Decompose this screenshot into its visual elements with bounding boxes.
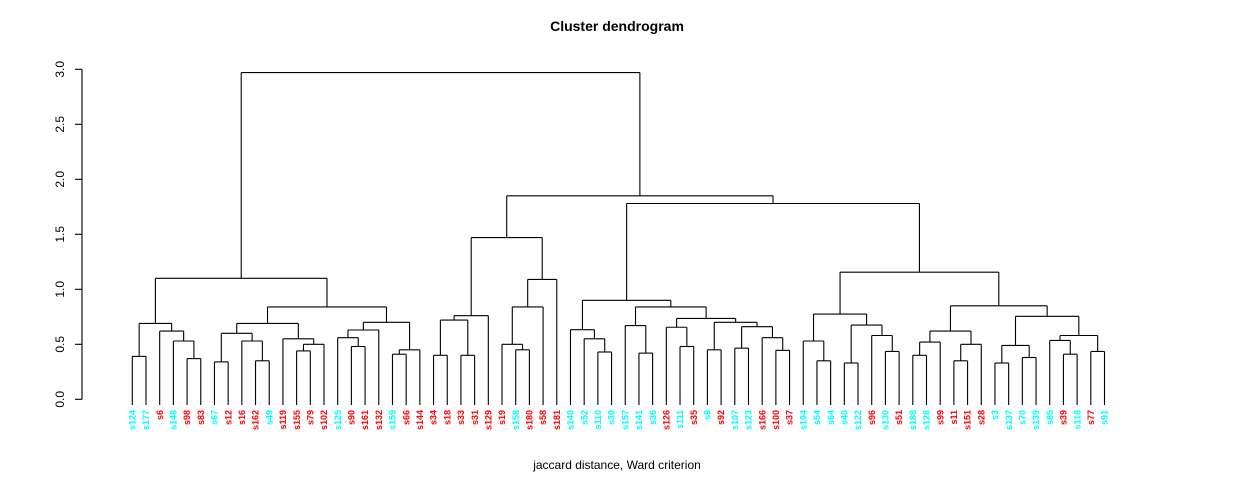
leaf-label: s139 [1031,410,1041,430]
leaf-label: s9 [703,410,713,420]
leaf-label: s40 [839,410,849,425]
leaf-label: s51 [894,410,904,425]
leaf-label: s19 [497,410,507,425]
leaf-label: s91 [1100,410,1110,425]
leaf-label: s3 [990,410,1000,420]
y-axis-tick-label: 0.5 [53,336,67,353]
leaf-label: s35 [689,410,699,425]
leaf-label: s34 [429,410,439,425]
leaf-label: s66 [401,410,411,425]
leaf-label: s151 [963,410,973,430]
leaf-label: s161 [360,410,370,430]
leaf-label: s141 [634,410,644,430]
leaf-label: s92 [716,410,726,425]
leaf-label: s122 [853,410,863,430]
leaf-label: s130 [881,410,891,430]
leaf-label: s31 [470,410,480,425]
leaf-label: s39 [1059,410,1069,425]
leaf-label: s128 [922,410,932,430]
leaf-label: s102 [319,410,329,430]
leaf-label: s30 [607,410,617,425]
leaf-label: s85 [1045,410,1055,425]
leaf-label: s96 [867,410,877,425]
leaf-label: s79 [305,410,315,425]
leaf-label: s11 [949,410,959,425]
leaf-label: s98 [182,410,192,425]
dendrogram-tree [131,72,1106,405]
leaf-label: s129 [483,410,493,430]
leaf-label: s16 [237,410,247,425]
leaf-label: s83 [196,410,206,425]
leaf-label: s148 [169,410,179,430]
chart-title: Cluster dendrogram [550,18,684,34]
leaf-label: s70 [1017,410,1027,425]
y-axis-tick-label: 2.0 [53,171,67,188]
leaf-label: s126 [661,410,671,430]
leaf-label: s137 [1004,410,1014,430]
leaf-label: s90 [347,410,357,425]
leaf-label: s37 [785,410,795,425]
y-axis-tick-label: 3.0 [53,61,67,78]
leaf-label: s110 [593,410,603,430]
leaf-label: s181 [552,410,562,430]
y-axis-tick-label: 1.5 [53,226,67,243]
leaf-label: s159 [388,410,398,430]
leaf-label: s119 [278,410,288,430]
y-axis-tick-label: 0.0 [53,391,67,408]
leaf-label: s132 [374,410,384,430]
leaf-label: s100 [771,410,781,430]
leaf-label: s12 [223,410,233,425]
y-axis-tick-label: 1.0 [53,281,67,298]
leaf-label: s49 [264,410,274,425]
leaf-label: s104 [798,410,808,430]
leaf-label: s180 [525,410,535,430]
y-axis: 0.0 0.5 1.0 1.5 2.0 2.5 3.0 [53,61,83,408]
leaf-label: s58 [538,410,548,425]
leaf-label: s36 [648,410,658,425]
leaf-label: s157 [620,410,630,430]
leaf-label: s77 [1086,410,1096,425]
leaf-label: s155 [292,410,302,430]
y-axis-tick-label: 2.5 [53,116,67,133]
leaf-label: s177 [141,410,151,430]
leaf-label: s54 [812,410,822,425]
leaf-label: s118 [1072,410,1082,430]
leaf-label: s144 [415,410,425,430]
leaf-label: s123 [744,410,754,430]
leaf-label: s67 [210,410,220,425]
leaf-label: s111 [675,410,685,429]
leaf-label: s6 [155,410,165,420]
x-axis-caption: jaccard distance, Ward criterion [532,458,701,472]
leaf-label: s18 [442,410,452,425]
leaf-label: s33 [456,410,466,425]
leaf-label: s166 [757,410,767,430]
leaf-label: s188 [908,410,918,430]
leaf-label: s28 [976,410,986,425]
leaf-label: s52 [579,410,589,425]
leaf-label: s158 [511,410,521,430]
leaf-label: s64 [826,410,836,425]
leaf-label: s99 [935,410,945,425]
leaf-label-row: s124 s177 s6 s148 s98 s83 s67 s12 s16 s162 s49 s119… [127,410,1109,430]
leaf-label: s140 [566,410,576,430]
leaf-label: s124 [127,410,137,430]
leaf-label: s162 [251,410,261,430]
leaf-label: s125 [333,410,343,430]
leaf-label: s107 [730,410,740,430]
